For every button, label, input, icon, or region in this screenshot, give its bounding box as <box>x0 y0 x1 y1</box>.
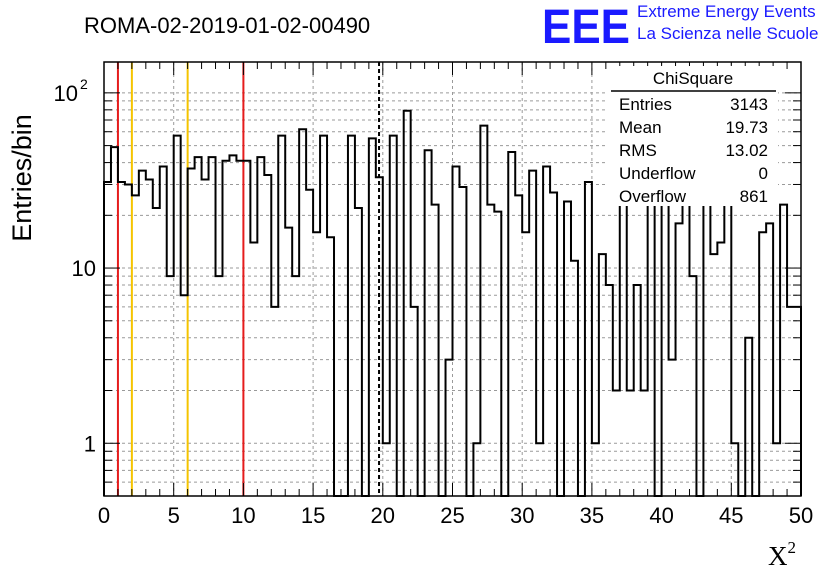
x-tick-label: 0 <box>98 503 110 528</box>
x-tick-label: 40 <box>649 503 673 528</box>
stats-value-rms: 13.02 <box>725 141 768 160</box>
stats-box: ChiSquare Entries 3143 Mean 19.73 RMS 13… <box>608 66 778 206</box>
x-tick-label: 5 <box>168 503 180 528</box>
x-axis-label-superscript: 2 <box>788 538 797 557</box>
eee-logo-line2: La Scienza nelle Scuole <box>637 24 818 43</box>
eee-logo-mark: EEE <box>542 1 630 54</box>
stats-value-underflow: 0 <box>759 164 768 183</box>
stats-value-overflow: 861 <box>740 187 768 206</box>
y-tick-label: 10 <box>72 256 96 281</box>
stats-value-entries: 3143 <box>730 95 768 114</box>
stats-label-underflow: Underflow <box>619 164 696 183</box>
x-axis-label-base: X <box>768 541 788 571</box>
y-tick-label-exponent: 2 <box>80 76 88 92</box>
reference-lines <box>116 62 381 496</box>
stats-label-mean: Mean <box>619 118 662 137</box>
x-tick-label: 50 <box>789 503 813 528</box>
stats-value-mean: 19.73 <box>725 118 768 137</box>
stats-label-entries: Entries <box>619 95 672 114</box>
x-tick-label: 30 <box>510 503 534 528</box>
stats-label-rms: RMS <box>619 141 657 160</box>
x-tick-label: 35 <box>580 503 604 528</box>
y-axis-label: Entries/bin <box>7 114 37 242</box>
stats-box-title: ChiSquare <box>653 69 733 88</box>
chart-title: ROMA-02-2019-01-02-00490 <box>84 13 370 38</box>
x-tick-label: 25 <box>440 503 464 528</box>
stats-label-overflow: Overflow <box>619 187 687 206</box>
x-tick-label: 10 <box>231 503 255 528</box>
eee-logo-line1: Extreme Energy Events <box>637 2 816 21</box>
y-tick-label: 1 <box>84 431 96 456</box>
x-tick-label: 20 <box>371 503 395 528</box>
stats-box-background <box>608 66 778 206</box>
x-axis-ticks: 0 5 10 15 20 25 30 35 40 45 50 <box>98 62 813 528</box>
y-tick-label: 10 <box>54 81 78 106</box>
x-tick-label: 15 <box>301 503 325 528</box>
x-axis-label: X2 <box>768 538 796 571</box>
x-tick-label: 45 <box>719 503 743 528</box>
